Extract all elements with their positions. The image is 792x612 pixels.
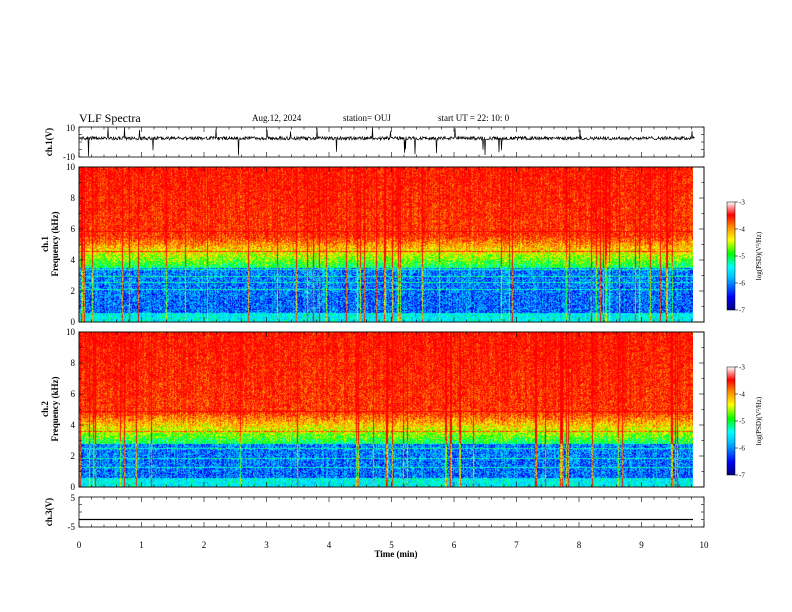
time-tick-label: 3 — [264, 540, 269, 550]
ch1-waveform-trace — [78, 127, 695, 157]
frequency-tick-label: 10 — [66, 327, 76, 337]
frequency-tick-label: 8 — [71, 193, 76, 203]
ch1-spectrogram-ylabel-frequency: Frequency (kHz) — [50, 211, 60, 276]
start-time-label: start UT = 22: 10: 0 — [438, 113, 510, 123]
ch3-ylabel: ch.3(V) — [44, 498, 54, 526]
frequency-tick-label: 4 — [71, 255, 76, 265]
colorbar-tick-label: -5 — [739, 253, 745, 261]
frequency-tick-label: 4 — [71, 420, 76, 430]
time-tick-label: 4 — [327, 540, 332, 550]
ch1-ticks — [78, 126, 705, 158]
ch1-ytick-bottom: -10 — [63, 152, 75, 162]
ch2-colorbar-label: log(PSD)(V²/Hz) — [755, 396, 763, 445]
colorbar-tick-label: -7 — [739, 472, 745, 480]
ch3-ytick-bottom: -5 — [68, 522, 76, 532]
ch1-spectrogram-ticks — [78, 166, 705, 323]
station-label: station= OUJ — [343, 113, 391, 123]
time-tick-label: 7 — [514, 540, 519, 550]
time-tick-label: 1 — [139, 540, 144, 550]
frequency-tick-label: 0 — [71, 317, 76, 327]
date-label: Aug.12, 2024 — [252, 113, 302, 123]
ch1-spectrogram-ytick-labels: 0 2 4 6 8 10 — [66, 162, 76, 327]
ch2-spectrogram-image — [79, 332, 693, 487]
ch2-spectrogram-ytick-labels: 0 2 4 6 8 10 — [66, 327, 76, 492]
ch3-waveform-panel: 5 -5 ch.3(V) 0 1 2 3 4 5 6 7 8 9 10 Time (min) — [44, 493, 709, 559]
ch2-spectrogram-ylabel-channel: ch.2 — [40, 401, 50, 417]
ch1-spectrogram-ylabel-channel: ch.1 — [40, 236, 50, 252]
ch1-colorbar-label: log(PSD)(V²/Hz) — [755, 231, 763, 280]
ch1-spectrogram-image — [79, 167, 693, 322]
time-axis-tick-labels: 0 1 2 3 4 5 6 7 8 9 10 — [77, 540, 709, 550]
plot-title: VLF Spectra — [79, 111, 141, 125]
ch1-ylabel: ch.1(V) — [44, 128, 54, 156]
colorbar-tick-label: -4 — [739, 391, 745, 399]
frequency-tick-label: 0 — [71, 482, 76, 492]
time-tick-label: 10 — [700, 540, 710, 550]
time-tick-label: 6 — [452, 540, 457, 550]
ch1-waveform-panel: 10 -10 ch.1(V) — [44, 123, 705, 162]
frequency-tick-label: 2 — [71, 451, 76, 461]
ch2-spectrogram-ticks — [78, 331, 705, 488]
ch1-colorbar-ticks: -3 -4 -5 -6 -7 — [735, 199, 745, 315]
ch2-colorbar — [726, 366, 736, 476]
frequency-tick-label: 10 — [66, 162, 76, 172]
time-tick-label: 2 — [202, 540, 207, 550]
time-axis-label: Time (min) — [374, 549, 417, 559]
colorbar-tick-label: -7 — [739, 307, 745, 315]
time-tick-label: 5 — [389, 540, 394, 550]
ch2-spectrogram-ylabel-frequency: Frequency (kHz) — [50, 376, 60, 441]
ch2-colorbar-ticks: -3 -4 -5 -6 -7 — [735, 364, 745, 480]
time-tick-label: 9 — [639, 540, 644, 550]
time-tick-label: 8 — [577, 540, 582, 550]
colorbar-tick-label: -6 — [739, 445, 745, 453]
colorbar-tick-label: -4 — [739, 226, 745, 234]
frequency-tick-label: 2 — [71, 286, 76, 296]
ch3-ticks — [78, 496, 705, 528]
colorbar-tick-label: -3 — [739, 364, 745, 372]
colorbar-tick-label: -6 — [739, 280, 745, 288]
frequency-tick-label: 6 — [71, 389, 76, 399]
ch1-colorbar — [726, 201, 736, 311]
colorbar-tick-label: -3 — [739, 199, 745, 207]
frequency-tick-label: 6 — [71, 224, 76, 234]
frequency-tick-label: 8 — [71, 358, 76, 368]
colorbar-tick-label: -5 — [739, 418, 745, 426]
time-tick-label: 0 — [77, 540, 82, 550]
ch1-ytick-top: 10 — [66, 123, 76, 133]
ch3-ytick-top: 5 — [71, 493, 76, 503]
